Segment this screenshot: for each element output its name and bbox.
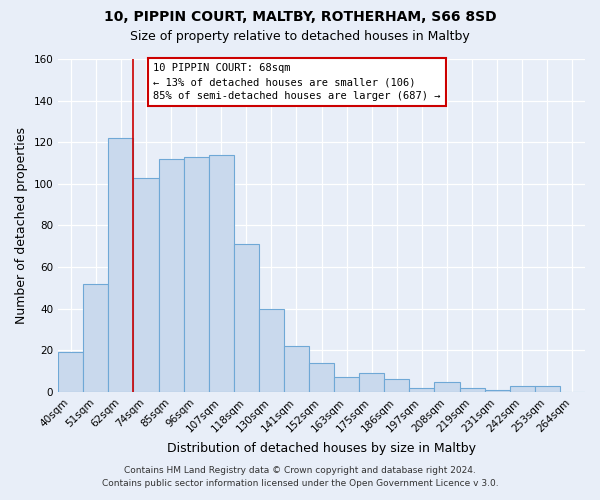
Bar bbox=[83, 284, 109, 392]
Bar bbox=[385, 380, 409, 392]
Bar bbox=[409, 388, 434, 392]
Bar bbox=[184, 157, 209, 392]
Bar bbox=[234, 244, 259, 392]
Bar bbox=[259, 308, 284, 392]
Bar bbox=[359, 373, 385, 392]
Bar bbox=[535, 386, 560, 392]
Bar bbox=[58, 352, 83, 392]
Text: Size of property relative to detached houses in Maltby: Size of property relative to detached ho… bbox=[130, 30, 470, 43]
Bar bbox=[209, 154, 234, 392]
Text: Contains HM Land Registry data © Crown copyright and database right 2024.
Contai: Contains HM Land Registry data © Crown c… bbox=[101, 466, 499, 487]
Bar bbox=[284, 346, 309, 392]
Bar bbox=[133, 178, 158, 392]
Bar bbox=[334, 378, 359, 392]
Bar bbox=[485, 390, 510, 392]
Bar bbox=[510, 386, 535, 392]
X-axis label: Distribution of detached houses by size in Maltby: Distribution of detached houses by size … bbox=[167, 442, 476, 455]
Bar bbox=[158, 159, 184, 392]
Y-axis label: Number of detached properties: Number of detached properties bbox=[15, 127, 28, 324]
Bar bbox=[460, 388, 485, 392]
Bar bbox=[309, 363, 334, 392]
Text: 10 PIPPIN COURT: 68sqm
← 13% of detached houses are smaller (106)
85% of semi-de: 10 PIPPIN COURT: 68sqm ← 13% of detached… bbox=[154, 63, 441, 101]
Bar bbox=[434, 382, 460, 392]
Text: 10, PIPPIN COURT, MALTBY, ROTHERHAM, S66 8SD: 10, PIPPIN COURT, MALTBY, ROTHERHAM, S66… bbox=[104, 10, 496, 24]
Bar bbox=[109, 138, 133, 392]
